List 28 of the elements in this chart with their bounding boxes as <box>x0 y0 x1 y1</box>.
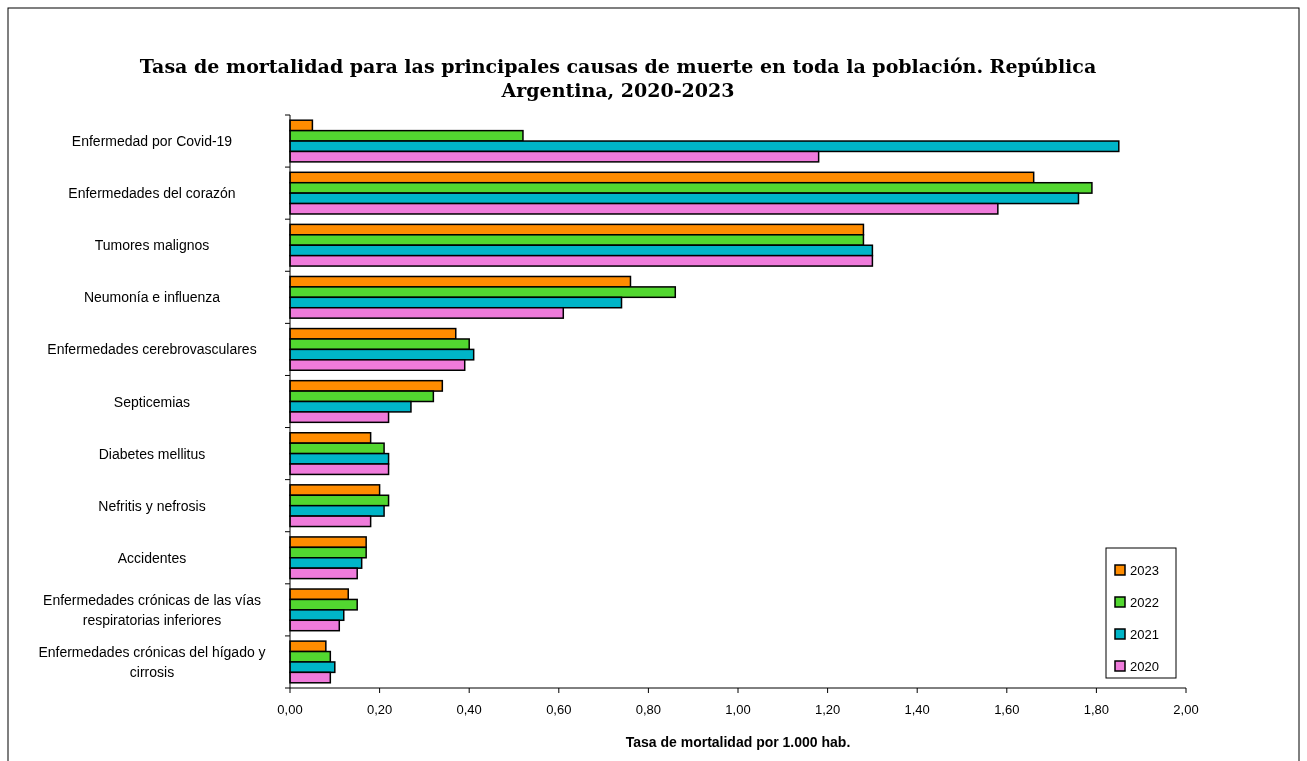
x-tick-label: 1,40 <box>904 702 930 717</box>
x-tick-label: 1,60 <box>994 702 1020 717</box>
y-tick-label: Neumonía e influenza <box>83 289 221 306</box>
x-tick-label: 2,00 <box>1173 702 1199 717</box>
x-tick-label: 0,00 <box>277 702 303 717</box>
y-tick-label: Diabetes mellitus <box>98 445 206 462</box>
x-tick-label: 0,80 <box>635 702 662 717</box>
y-tick-label: Septicemias <box>113 393 191 410</box>
legend-label: 2022 <box>1130 595 1159 610</box>
x-tick-label: 0,60 <box>546 702 572 717</box>
y-tick-label: Enfermedad por Covid-19 <box>71 133 233 150</box>
y-tick-label: Enfermedades cerebrovasculares <box>47 341 257 358</box>
x-tick-label: 1,00 <box>725 702 751 717</box>
y-tick-label: Nefritis y nefrosis <box>98 497 206 514</box>
legend-label: 2021 <box>1130 627 1159 642</box>
chart-title: Tasa de mortalidad para las principales causas de muerte en toda la población. República Argentina, 2020-2023 <box>139 55 1097 101</box>
x-tick-label: 0,40 <box>456 702 482 717</box>
y-tick-label: Enfermedades crónicas del hígado y cirrosis <box>38 643 266 680</box>
y-tick-label: Enfermedades crónicas de las vías respiratorias inferiores <box>43 591 261 628</box>
legend-label: 2023 <box>1130 563 1159 578</box>
x-tick-label: 0,20 <box>366 702 393 717</box>
y-tick-label: Tumores malignos <box>94 237 210 254</box>
y-tick-label: Enfermedades del corazón <box>68 185 236 202</box>
x-tick-label: 1,20 <box>814 702 841 717</box>
legend-label: 2020 <box>1130 659 1159 674</box>
x-tick-label: 1,80 <box>1083 702 1110 717</box>
x-axis-title: Tasa de mortalidad por 1.000 hab. <box>625 734 851 750</box>
y-tick-label: Accidentes <box>117 549 187 566</box>
